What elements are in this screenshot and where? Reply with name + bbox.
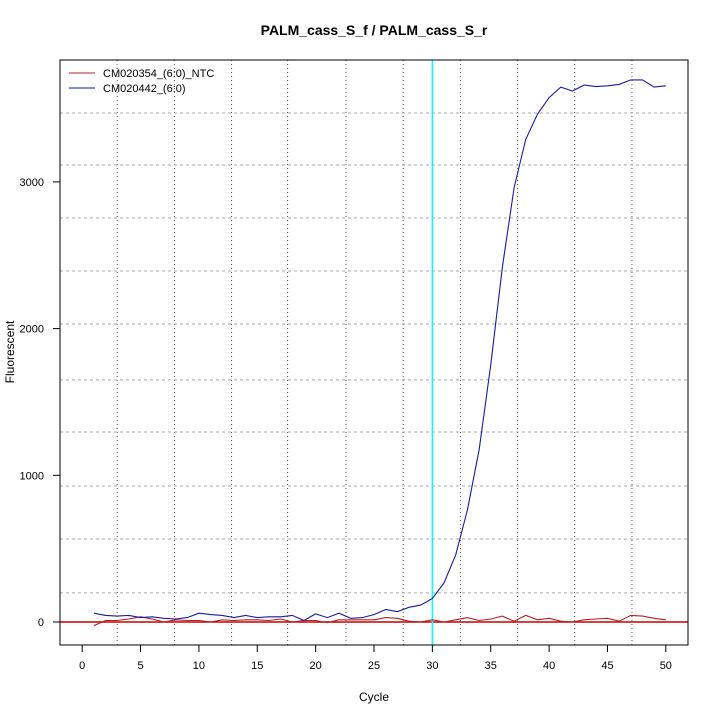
legend: CM020354_(6:0)_NTC CM020442_(6:0) [69, 68, 214, 95]
y-tick-label: 3000 [20, 177, 44, 189]
y-axis-label: Fluorescent [3, 320, 17, 383]
x-tick-label: 40 [543, 660, 555, 672]
grid [60, 60, 688, 645]
chart-title: PALM_cass_S_f / PALM_cass_S_r [261, 22, 488, 38]
x-tick-label: 20 [310, 660, 322, 672]
series-line-1 [93, 79, 666, 622]
x-tick-label: 5 [137, 660, 143, 672]
x-tick-label: 30 [426, 660, 438, 672]
y-tick-label: 0 [38, 617, 44, 629]
x-tick-label: 45 [601, 660, 613, 672]
legend-label: CM020442_(6:0) [103, 83, 186, 95]
x-tick-label: 15 [251, 660, 263, 672]
x-tick-label: 10 [193, 660, 205, 672]
x-axis: 0 5 10 15 20 25 30 35 40 45 50 [79, 644, 672, 672]
plot-frame [59, 59, 689, 646]
x-tick-label: 25 [368, 660, 380, 672]
series-group [60, 60, 688, 645]
y-tick-label: 2000 [20, 324, 44, 336]
x-tick-label: 35 [485, 660, 497, 672]
y-axis: 0 1000 2000 3000 [20, 177, 60, 629]
x-tick-label: 0 [79, 660, 85, 672]
y-tick-label: 1000 [20, 470, 44, 482]
x-axis-label: Cycle [359, 690, 389, 704]
legend-label: CM020354_(6:0)_NTC [103, 68, 214, 80]
series-line-0 [93, 614, 666, 627]
x-tick-label: 50 [660, 660, 672, 672]
